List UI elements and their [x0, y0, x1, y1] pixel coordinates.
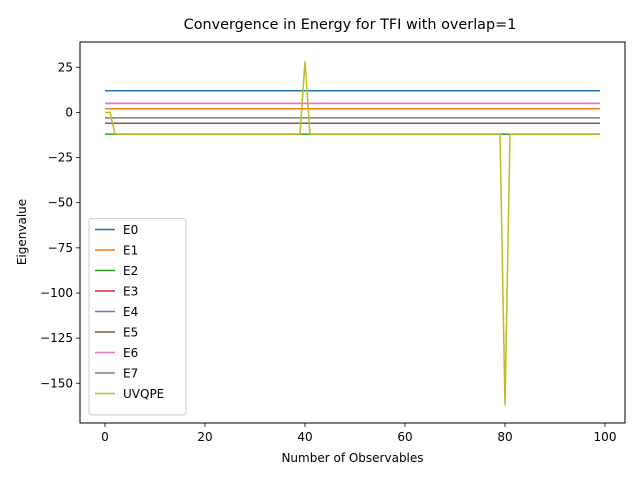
x-tick-label: 80: [497, 430, 512, 444]
x-tick-label: 40: [297, 430, 312, 444]
chart-title: Convergence in Energy for TFI with overl…: [184, 17, 517, 33]
legend-label-e7: E7: [123, 367, 138, 381]
legend-label-e1: E1: [123, 244, 138, 258]
legend-label-e4: E4: [123, 305, 138, 319]
y-axis: 25 0 −25 −50 −75 −100 −125 −150: [40, 60, 80, 390]
legend-label-e3: E3: [123, 285, 138, 299]
y-axis-label: Eigenvalue: [15, 199, 29, 265]
x-tick-label: 60: [397, 430, 412, 444]
legend-label-uvqpe: UVQPE: [123, 387, 164, 401]
y-tick-label: −125: [40, 331, 73, 345]
y-tick-label: −50: [48, 196, 73, 210]
series-line-uvqpe: [105, 61, 600, 406]
y-tick-label: −25: [48, 151, 73, 165]
legend-label-e0: E0: [123, 223, 138, 237]
x-axis-label: Number of Observables: [281, 451, 423, 465]
legend: E0 E1 E2 E3 E4 E5 E6 E7 UVQPE: [88, 218, 187, 416]
x-tick-label: 0: [101, 430, 109, 444]
y-tick-label: −150: [40, 376, 73, 390]
y-tick-label: −75: [48, 241, 73, 255]
legend-label-e5: E5: [123, 326, 138, 340]
x-tick-label: 20: [197, 430, 212, 444]
legend-box: [88, 218, 187, 416]
x-axis: 0 20 40 60 80 100: [101, 423, 616, 444]
plot-frame: [79, 41, 626, 424]
legend-label-e6: E6: [123, 346, 138, 360]
y-tick-label: −100: [40, 286, 73, 300]
legend-label-e2: E2: [123, 264, 138, 278]
y-tick-label: 0: [65, 105, 73, 119]
y-tick-label: 25: [58, 60, 73, 74]
x-tick-label: 100: [594, 430, 617, 444]
